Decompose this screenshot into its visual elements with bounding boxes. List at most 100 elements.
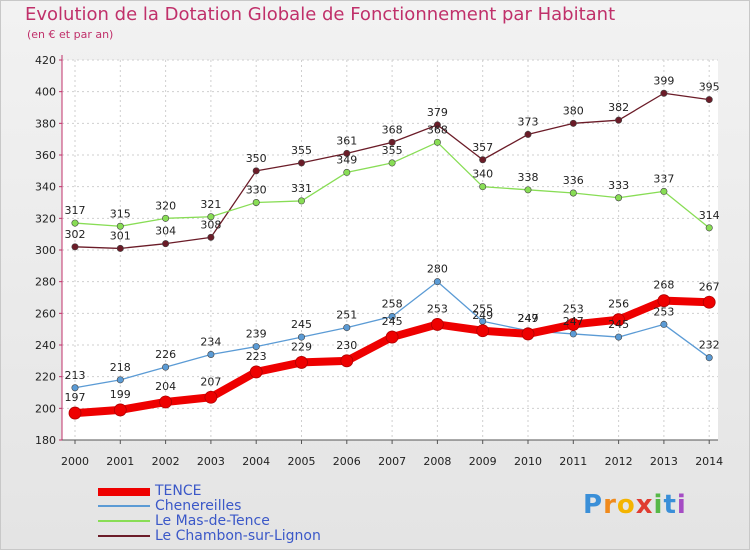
data-label: 357 bbox=[472, 141, 493, 154]
data-point bbox=[249, 365, 263, 379]
data-point bbox=[479, 183, 487, 191]
x-tick-label: 2006 bbox=[333, 455, 361, 468]
y-tick-label: 420 bbox=[35, 54, 56, 67]
y-tick-label: 360 bbox=[35, 149, 56, 162]
data-label: 258 bbox=[382, 298, 403, 311]
data-point bbox=[388, 138, 396, 146]
data-label: 338 bbox=[518, 171, 539, 184]
data-label: 330 bbox=[246, 184, 267, 197]
data-point bbox=[660, 320, 668, 328]
logo-letter: o bbox=[616, 490, 636, 520]
data-point bbox=[116, 244, 124, 252]
data-label: 249 bbox=[472, 309, 493, 322]
data-point bbox=[385, 330, 399, 344]
data-label: 355 bbox=[291, 144, 312, 157]
data-point bbox=[388, 159, 396, 167]
data-point bbox=[705, 96, 713, 104]
data-point bbox=[479, 156, 487, 164]
data-label: 197 bbox=[65, 391, 86, 404]
data-label: 245 bbox=[382, 315, 403, 328]
data-point bbox=[569, 189, 577, 197]
series-points bbox=[68, 89, 716, 420]
data-point bbox=[705, 354, 713, 362]
data-point bbox=[71, 219, 79, 227]
data-label: 199 bbox=[110, 388, 131, 401]
x-tick-label: 2010 bbox=[514, 455, 542, 468]
x-tick-label: 2005 bbox=[288, 455, 316, 468]
data-label: 315 bbox=[110, 207, 131, 220]
data-label: 255 bbox=[472, 302, 493, 315]
data-point bbox=[524, 130, 532, 138]
data-label: 399 bbox=[653, 74, 674, 87]
y-tick-label: 280 bbox=[35, 276, 56, 289]
data-point bbox=[162, 363, 170, 371]
data-point bbox=[71, 384, 79, 392]
data-label: 251 bbox=[336, 309, 357, 322]
chart-subtitle: (en € et par an) bbox=[27, 28, 114, 41]
data-label: 223 bbox=[246, 350, 267, 363]
data-point bbox=[566, 318, 580, 331]
y-tick-labels: 180 200 220 240 260 280 300 320 340 360 380 400 420 bbox=[35, 54, 56, 447]
data-label: 331 bbox=[291, 182, 312, 195]
data-label: 247 bbox=[518, 312, 539, 325]
data-point bbox=[612, 313, 625, 327]
data-label: 321 bbox=[200, 198, 221, 211]
data-label: 361 bbox=[336, 134, 357, 147]
data-label: 302 bbox=[65, 228, 86, 241]
legend-label: Le Chambon-sur-Lignon bbox=[155, 528, 321, 544]
data-point bbox=[433, 138, 441, 146]
data-point bbox=[116, 376, 124, 384]
data-point bbox=[569, 119, 577, 127]
data-point bbox=[252, 167, 260, 175]
y-tick-label: 300 bbox=[35, 244, 56, 257]
data-label: 304 bbox=[155, 225, 176, 238]
logo-letter: i bbox=[653, 490, 664, 520]
x-tick-label: 2008 bbox=[423, 455, 451, 468]
data-point bbox=[660, 187, 668, 195]
data-point bbox=[116, 222, 124, 230]
data-label: 232 bbox=[699, 339, 720, 352]
data-label: 314 bbox=[699, 209, 720, 222]
y-tick-label: 260 bbox=[35, 307, 56, 320]
data-label: 207 bbox=[200, 375, 221, 388]
data-point bbox=[295, 356, 308, 369]
data-point bbox=[68, 406, 82, 420]
y-tick-label: 320 bbox=[35, 212, 56, 225]
data-point bbox=[388, 312, 396, 320]
data-point bbox=[569, 330, 577, 338]
data-label: 379 bbox=[427, 106, 448, 119]
x-tick-label: 2013 bbox=[650, 455, 678, 468]
data-point bbox=[343, 324, 351, 332]
data-point bbox=[71, 243, 79, 251]
data-label: 368 bbox=[382, 123, 403, 136]
logo-letter: x bbox=[635, 490, 654, 520]
legend-swatch-mas-de-tence bbox=[98, 520, 150, 522]
grid-lines bbox=[62, 59, 718, 441]
chart-title: Evolution de la Dotation Globale de Fonc… bbox=[25, 4, 616, 25]
data-label: 213 bbox=[65, 369, 86, 382]
legend-swatch-chenereilles bbox=[98, 505, 150, 507]
y-tick-label: 400 bbox=[35, 86, 56, 99]
data-label: 253 bbox=[427, 302, 448, 315]
x-tick-label: 2009 bbox=[469, 455, 497, 468]
legend-swatch-tence bbox=[98, 488, 150, 496]
data-label: 368 bbox=[427, 123, 448, 136]
data-point bbox=[615, 333, 623, 341]
data-label: 349 bbox=[336, 153, 357, 166]
data-label: 267 bbox=[699, 280, 720, 293]
data-point bbox=[207, 350, 215, 358]
data-label: 336 bbox=[563, 174, 584, 187]
data-point bbox=[159, 395, 173, 409]
data-label: 268 bbox=[653, 279, 674, 292]
data-point bbox=[524, 186, 532, 194]
y-tick-label: 220 bbox=[35, 371, 56, 384]
data-point bbox=[297, 159, 305, 167]
data-label: 373 bbox=[518, 115, 539, 128]
data-label: 249 bbox=[518, 312, 539, 325]
data-label: 204 bbox=[155, 380, 176, 393]
logo-letter: r bbox=[603, 490, 617, 520]
data-label: 253 bbox=[563, 302, 584, 315]
data-label: 247 bbox=[563, 315, 584, 328]
axes bbox=[59, 55, 718, 444]
